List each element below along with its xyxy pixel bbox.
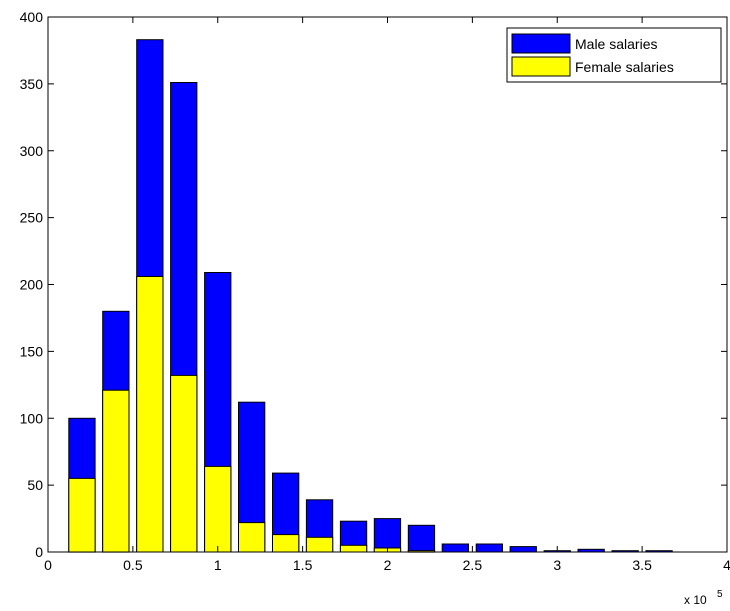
legend-label-0: Male salaries xyxy=(575,36,657,52)
legend-label-1: Female salaries xyxy=(575,59,674,75)
female-bar-2 xyxy=(136,276,164,553)
x-exponent-power: 5 xyxy=(717,589,723,600)
y-tick-label-2: 100 xyxy=(20,410,44,426)
y-tick-label-8: 400 xyxy=(20,9,44,25)
y-tick-label-6: 300 xyxy=(20,143,44,159)
female-bar-8 xyxy=(339,544,368,553)
x-exponent-label: x 10 xyxy=(684,593,707,607)
female-bar-4 xyxy=(204,465,232,553)
x-tick-label-1: 0.5 xyxy=(123,557,143,573)
female-bar-3 xyxy=(170,374,198,553)
legend-swatch-1 xyxy=(511,56,571,77)
ticks-layer: 0 0.5 1 1.5 2 2.5 3 3.5 4 0 50 100 150 200 250 300 350 40… xyxy=(20,9,730,573)
y-tick-label-1: 50 xyxy=(27,477,43,493)
x-tick-label-4: 2 xyxy=(384,557,392,573)
legend: Male salaries Female salaries xyxy=(506,27,722,83)
female-bar-6 xyxy=(272,534,300,553)
female-bar-0 xyxy=(68,477,96,553)
y-tick-label-4: 200 xyxy=(20,277,44,293)
bars-layer xyxy=(68,39,673,553)
female-bar-1 xyxy=(102,389,130,553)
female-bar-5 xyxy=(238,522,266,553)
y-tick-label-0: 0 xyxy=(35,544,43,560)
x-tick-label-2: 1 xyxy=(214,557,222,573)
male-bar-11 xyxy=(441,543,470,553)
x-tick-label-8: 4 xyxy=(723,557,730,573)
female-bar-7 xyxy=(305,536,334,553)
x-tick-label-7: 3.5 xyxy=(632,557,652,573)
male-bar-13 xyxy=(509,546,537,553)
legend-swatch-0 xyxy=(511,33,571,54)
male-bar-10 xyxy=(407,524,436,553)
y-tick-label-7: 350 xyxy=(20,76,44,92)
x-tick-label-5: 2.5 xyxy=(463,557,483,573)
y-tick-label-3: 150 xyxy=(20,343,44,359)
male-bar-12 xyxy=(475,543,504,553)
y-tick-label-5: 250 xyxy=(20,210,44,226)
x-tick-label-3: 1.5 xyxy=(293,557,313,573)
x-tick-label-0: 0 xyxy=(44,557,52,573)
x-tick-label-6: 3 xyxy=(553,557,561,573)
